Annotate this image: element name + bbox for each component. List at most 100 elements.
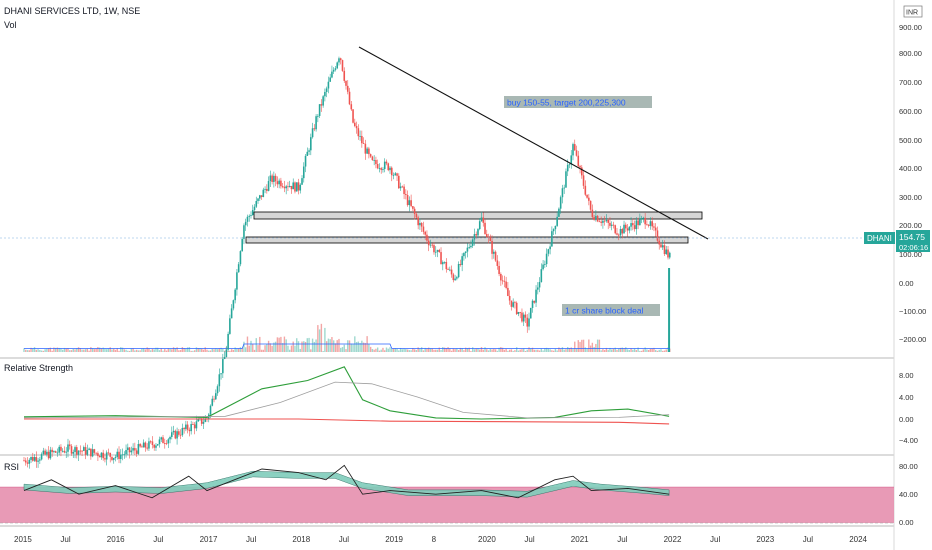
candle-body bbox=[436, 249, 439, 252]
volume-bar bbox=[190, 350, 192, 352]
candle-body bbox=[549, 246, 551, 250]
time-tick-label: Jul bbox=[246, 535, 256, 544]
volume-bar bbox=[236, 348, 238, 352]
volume-bar bbox=[83, 349, 85, 352]
volume-bar bbox=[357, 341, 360, 352]
candle-body bbox=[515, 302, 518, 315]
candle-body bbox=[325, 88, 328, 92]
volume-bar bbox=[523, 348, 525, 352]
volume-bar bbox=[656, 350, 659, 352]
volume-bar bbox=[468, 347, 470, 352]
volume-bar bbox=[491, 349, 493, 352]
candle-body bbox=[165, 443, 168, 445]
buy-note-box[interactable] bbox=[504, 96, 652, 108]
candle-body bbox=[47, 451, 50, 459]
volume-bar bbox=[459, 347, 462, 352]
volume-bar bbox=[113, 348, 115, 352]
candle-body bbox=[429, 244, 432, 246]
candle-body bbox=[313, 128, 316, 130]
candle-body bbox=[665, 249, 668, 255]
volume-bar bbox=[600, 350, 602, 352]
block-note-box[interactable] bbox=[562, 304, 660, 316]
candle-body bbox=[544, 264, 546, 265]
candle-body bbox=[273, 175, 275, 182]
candle-body bbox=[466, 247, 469, 252]
candle-body bbox=[603, 220, 606, 222]
volume-bar bbox=[526, 349, 528, 352]
time-tick-label: 2015 bbox=[14, 535, 32, 544]
candle-body bbox=[484, 222, 486, 235]
candle-body bbox=[216, 386, 219, 394]
candle-body bbox=[49, 449, 52, 459]
volume-bar bbox=[479, 349, 481, 352]
volume-bar bbox=[250, 340, 252, 352]
volume-bar bbox=[39, 349, 41, 352]
volume-bar bbox=[500, 347, 502, 352]
rs-tick-label: −4.00 bbox=[899, 436, 918, 445]
candle-body bbox=[552, 229, 555, 232]
candle-body bbox=[595, 215, 597, 220]
candle-body bbox=[468, 247, 470, 248]
volume-bar bbox=[322, 350, 324, 352]
candle-body bbox=[563, 187, 566, 189]
candle-body bbox=[586, 194, 588, 198]
trend-line[interactable] bbox=[358, 46, 709, 240]
volume-bar bbox=[58, 347, 60, 352]
volume-bar bbox=[193, 350, 196, 352]
volume-bar bbox=[612, 348, 615, 352]
candle-body bbox=[35, 457, 38, 462]
volume-bar bbox=[204, 347, 206, 352]
support-zone[interactable] bbox=[245, 236, 689, 244]
candle-body bbox=[132, 448, 134, 451]
volume-bar bbox=[376, 347, 379, 352]
volume-bar bbox=[178, 350, 180, 352]
candle-body bbox=[278, 180, 280, 185]
volume-bar bbox=[281, 343, 284, 352]
volume-bar bbox=[310, 349, 312, 352]
volume-bar bbox=[442, 347, 444, 352]
candle-body bbox=[58, 446, 60, 453]
candle-body bbox=[406, 194, 409, 206]
candle-body bbox=[244, 221, 247, 226]
volume-bar bbox=[514, 350, 516, 352]
volume-bar bbox=[306, 338, 308, 352]
volume-bar bbox=[239, 347, 242, 352]
resistance-zone[interactable] bbox=[253, 211, 703, 220]
volume-bar bbox=[581, 339, 583, 352]
volume-bar bbox=[313, 341, 316, 352]
candle-body bbox=[200, 418, 203, 424]
candle-body bbox=[248, 215, 251, 217]
volume-bar bbox=[387, 348, 389, 352]
candle-body bbox=[485, 234, 488, 237]
volume-bar bbox=[28, 350, 30, 352]
volume-bar bbox=[62, 349, 64, 352]
candle-body bbox=[417, 217, 419, 226]
candle-body bbox=[568, 164, 571, 166]
volume-bar bbox=[98, 347, 101, 352]
volume-bar bbox=[424, 347, 426, 352]
volume-bar bbox=[378, 350, 381, 352]
volume-bar bbox=[498, 347, 500, 352]
volume-bar bbox=[70, 350, 73, 352]
currency-badge[interactable] bbox=[903, 5, 923, 18]
volume-bar bbox=[260, 349, 263, 352]
volume-bar bbox=[575, 348, 578, 352]
candle-body bbox=[86, 449, 89, 455]
volume-bar bbox=[220, 347, 222, 352]
volume-bar bbox=[47, 348, 50, 352]
volume-bar bbox=[362, 342, 365, 352]
candle-body bbox=[107, 452, 110, 454]
candle-body bbox=[185, 424, 187, 430]
candle-body bbox=[508, 295, 511, 301]
candle-body bbox=[149, 441, 152, 443]
volume-bar bbox=[245, 347, 247, 352]
volume-bar bbox=[649, 348, 652, 352]
volume-bar bbox=[296, 338, 298, 352]
candle-body bbox=[422, 226, 425, 232]
volume-bar bbox=[440, 350, 442, 352]
volume-bar bbox=[56, 347, 59, 352]
volume-bar bbox=[84, 349, 87, 352]
candle-body bbox=[661, 245, 664, 248]
time-tick-label: 2022 bbox=[664, 535, 682, 544]
